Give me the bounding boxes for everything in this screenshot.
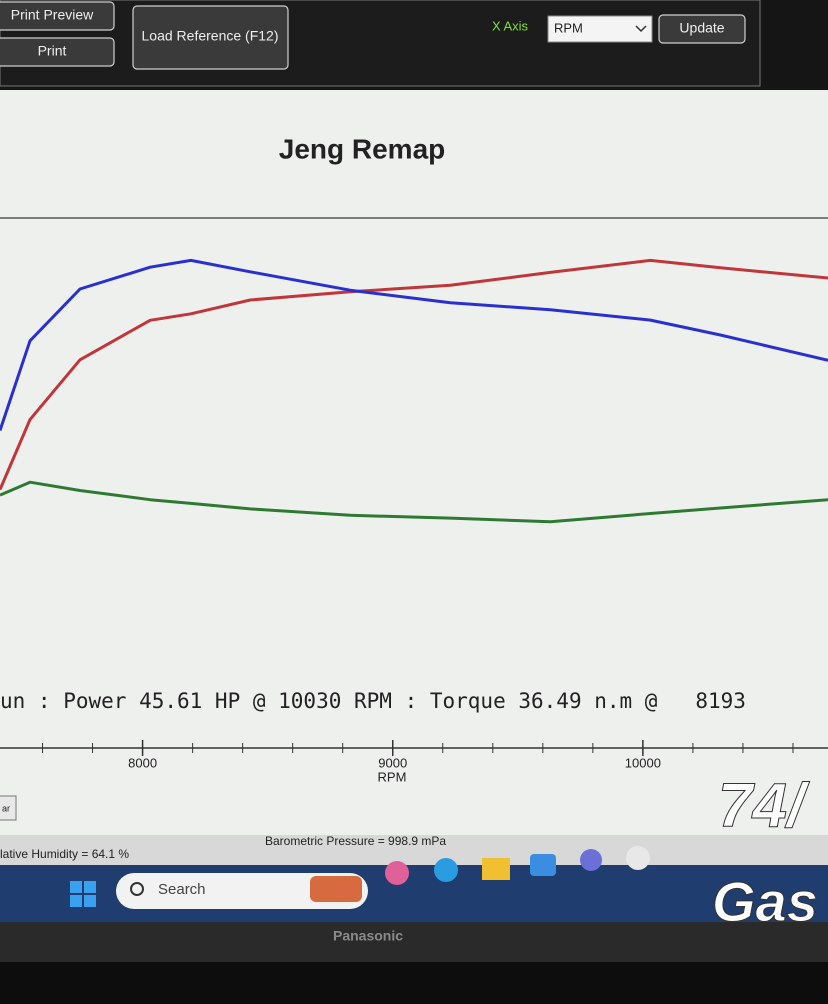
search-highlight: [310, 876, 362, 902]
search-box[interactable]: [116, 873, 368, 909]
update-label: Update: [679, 20, 724, 36]
side-button[interactable]: [0, 795, 17, 821]
edge-icon[interactable]: [434, 858, 458, 882]
update-button[interactable]: [658, 14, 746, 44]
bezel: [0, 922, 828, 962]
pressure: Barometric Pressure = 998.9 mPa: [265, 834, 446, 848]
toolbar: [0, 0, 761, 87]
series-line: [0, 258, 828, 491]
x-tick-label: 9000: [378, 755, 407, 770]
copilot-icon[interactable]: [385, 861, 409, 885]
explorer-icon[interactable]: [482, 858, 510, 880]
run-summary: un : Power 45.61 HP @ 10030 RPM : Torque…: [0, 689, 746, 713]
overlay-line-2: Gas: [712, 870, 818, 933]
humidity: lative Humidity = 64.1 %: [0, 847, 129, 861]
start-button[interactable]: [70, 881, 96, 907]
desk: [0, 962, 828, 1004]
app-icon[interactable]: [626, 846, 650, 870]
print-button[interactable]: [0, 37, 115, 67]
print-preview-label: Print Preview: [11, 7, 94, 23]
print-preview-button[interactable]: [0, 1, 115, 31]
x-axis-select-value: RPM: [554, 20, 583, 35]
x-tick-label: 8000: [128, 755, 157, 770]
print-label: Print: [38, 43, 67, 59]
monitor-brand: Panasonic: [333, 928, 403, 944]
x-axis-title: RPM: [378, 769, 407, 784]
load-reference-button[interactable]: [132, 5, 289, 70]
load-reference-label: Load Reference (F12): [142, 28, 279, 44]
overlay-line-1: 74/: [718, 771, 810, 840]
teams-icon[interactable]: [580, 849, 602, 871]
status-bar: [0, 835, 828, 867]
outlook-icon[interactable]: [530, 854, 556, 876]
chart-title: Jeng Remap: [279, 133, 446, 164]
plot: [0, 258, 828, 524]
search-placeholder: Search: [158, 881, 206, 898]
series-line: [0, 480, 828, 524]
side-button-label: ar: [2, 803, 10, 813]
series-line: [0, 258, 828, 431]
x-axis-select[interactable]: [547, 15, 653, 43]
dropdown-arrow: [635, 25, 647, 33]
x-tick-label: 10000: [625, 755, 661, 770]
chart-area: [0, 90, 828, 835]
search-icon: [130, 882, 144, 896]
x-axis-label: X Axis: [492, 18, 529, 33]
